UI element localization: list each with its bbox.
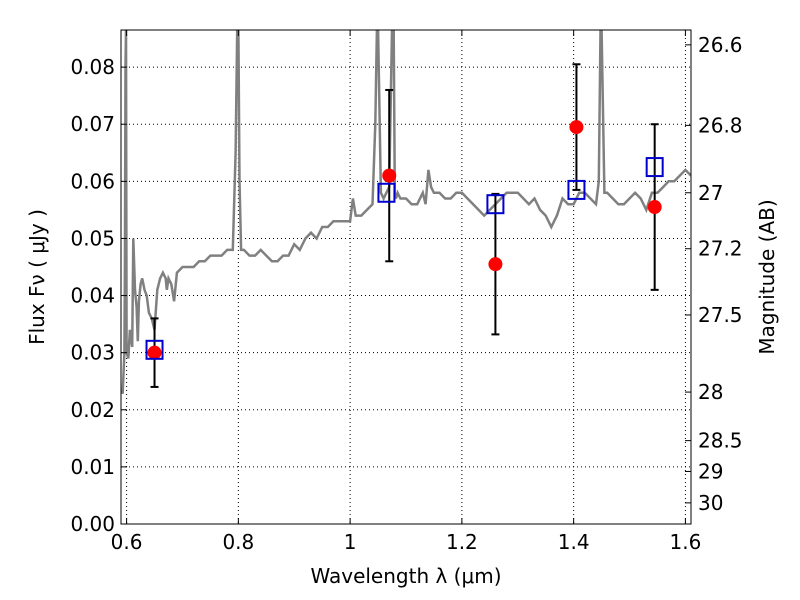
observed-point	[147, 345, 162, 360]
right-tick-label: 30	[698, 491, 723, 515]
axis-ticks	[121, 30, 691, 525]
observed-point	[647, 200, 662, 215]
model-spectrum	[121, 30, 691, 394]
spectrum-line	[121, 30, 691, 394]
y-tick-label: 0.02	[70, 398, 115, 422]
grid-lines	[121, 30, 691, 525]
y-tick-label: 0.05	[70, 226, 115, 250]
x-tick-label: 0.6	[111, 530, 143, 554]
right-axis-label: Magnitude (AB)	[755, 199, 779, 354]
model-square	[567, 179, 586, 200]
y-axis-label: Flux Fν ( μJy )	[25, 209, 49, 345]
observed-point	[569, 120, 584, 135]
observed-point	[488, 257, 503, 272]
y-tick-label: 0.06	[70, 169, 115, 193]
y-tick-label: 0.08	[70, 55, 115, 79]
y-tick-label: 0.00	[70, 512, 115, 536]
y-tick-label: 0.01	[70, 455, 115, 479]
observed-points	[147, 120, 662, 360]
right-tick-label: 26.8	[698, 113, 743, 137]
x-tick-label: 1.2	[446, 530, 478, 554]
x-tick-label: 0.8	[222, 530, 254, 554]
x-tick-label: 1.6	[670, 530, 702, 554]
error-bars	[150, 63, 659, 388]
right-tick-label: 27	[698, 181, 723, 205]
right-tick-label: 27.5	[698, 303, 743, 327]
model-square	[377, 182, 396, 203]
model-points	[145, 157, 664, 360]
right-tick-label: 29	[698, 459, 723, 483]
right-tick-label: 28	[698, 380, 723, 404]
tick-labels: 0.6 0.8 1 1.2 1.4 1.6 0.00 0.01 0.02 0.03 0.04 0.05…	[70, 33, 742, 554]
x-tick-label: 1	[344, 530, 357, 554]
right-tick-label: 28.5	[698, 429, 743, 453]
x-tick-label: 1.4	[558, 530, 590, 554]
observed-point	[382, 168, 397, 183]
model-square	[486, 194, 505, 215]
plot-frame	[120, 29, 692, 525]
y-tick-label: 0.04	[70, 284, 115, 308]
right-tick-label: 27.2	[698, 237, 743, 261]
x-axis-label: Wavelength λ (μm)	[310, 564, 501, 588]
y-tick-label: 0.07	[70, 112, 115, 136]
right-tick-label: 26.6	[698, 33, 743, 57]
model-square	[145, 339, 164, 360]
y-tick-label: 0.03	[70, 341, 115, 365]
model-square	[645, 157, 664, 178]
